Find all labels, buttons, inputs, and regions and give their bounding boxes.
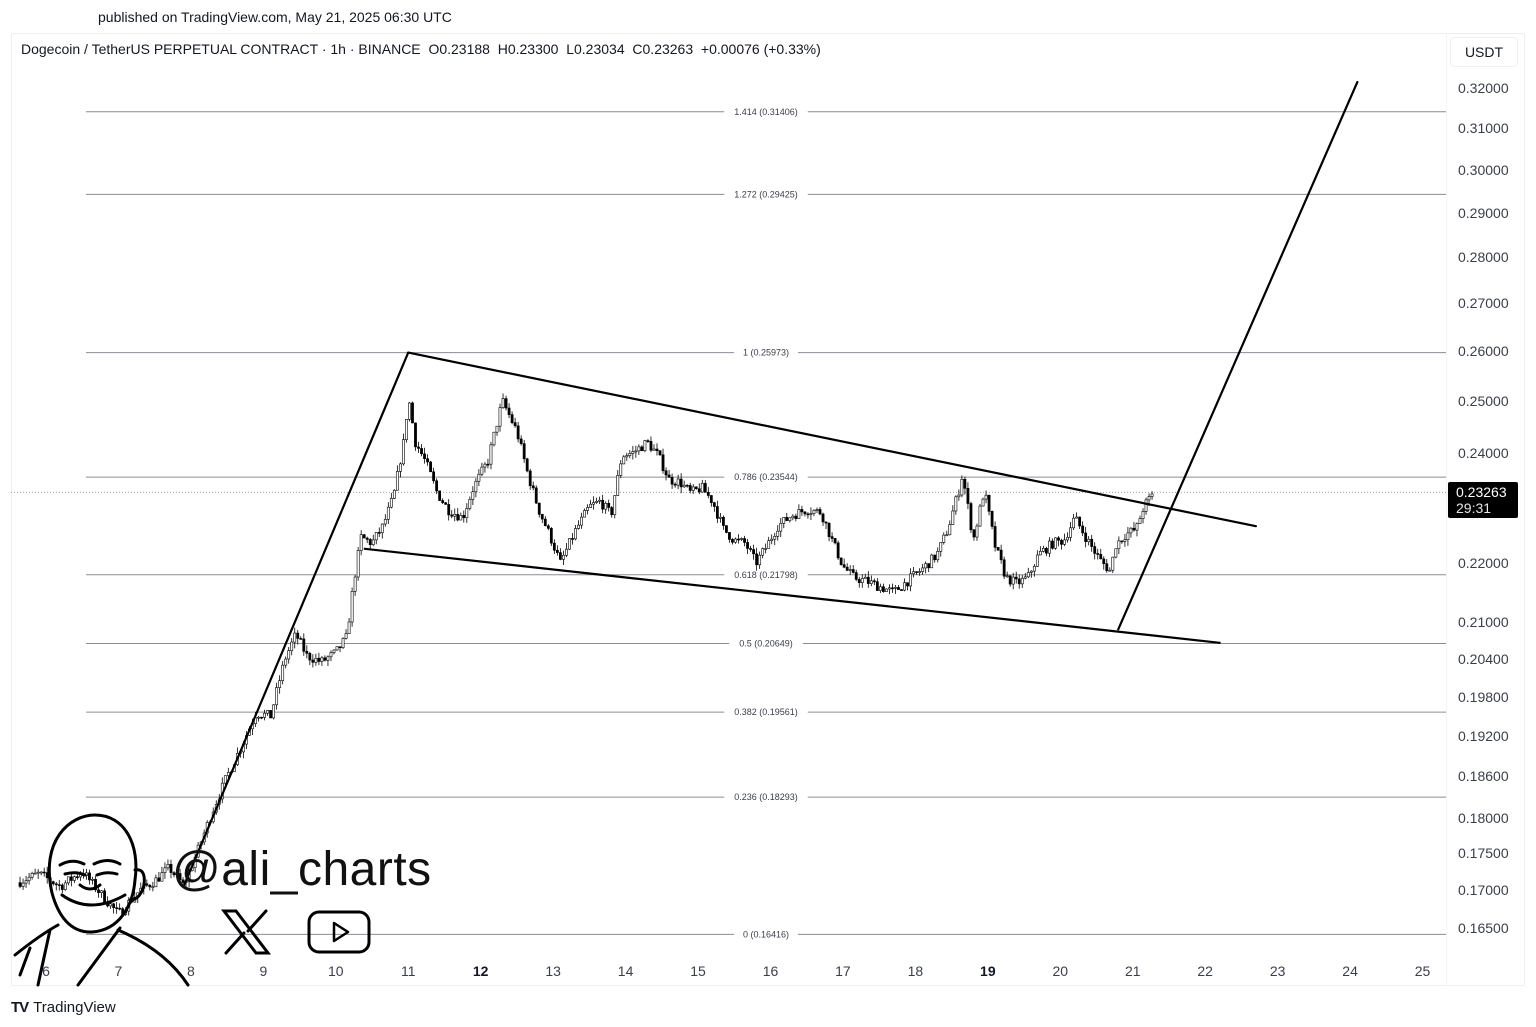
avatar-illustration — [13, 813, 190, 987]
time-tick: 14 — [617, 963, 634, 979]
ohlc-low: L0.23034 — [566, 41, 625, 57]
price-tick: 0.21000 — [1458, 614, 1509, 631]
time-tick: 17 — [835, 963, 851, 979]
fib-level-label: 0.236 (0.18293) — [734, 792, 798, 802]
price-tick: 0.18600 — [1458, 767, 1509, 784]
ohlc-change: +0.00076 (+0.33%) — [700, 41, 821, 57]
price-tick: 0.19200 — [1458, 727, 1509, 744]
time-tick: 6 — [42, 963, 50, 979]
ohlc-open: O0.23188 — [428, 41, 490, 57]
time-tick: 20 — [1052, 963, 1069, 979]
price-tick: 0.24000 — [1458, 444, 1509, 461]
last-price-value: 0.23263 — [1456, 484, 1507, 500]
time-tick: 10 — [328, 963, 344, 979]
fib-level-label: 1.414 (0.31406) — [734, 107, 798, 117]
price-tick: 0.27000 — [1458, 295, 1509, 312]
price-tick: 0.17500 — [1458, 845, 1509, 862]
fib-level-label: 0.786 (0.23544) — [734, 472, 798, 482]
price-tick: 0.26000 — [1458, 343, 1509, 360]
trendline-projection[interactable] — [1117, 80, 1359, 631]
time-tick: 16 — [762, 963, 779, 979]
tradingview-logo-icon: TV — [11, 999, 29, 1016]
price-tick: 0.25000 — [1458, 393, 1509, 410]
price-tick: 0.30000 — [1458, 161, 1509, 178]
time-tick: 23 — [1269, 963, 1286, 979]
symbol-legend: Dogecoin / TetherUS PERPETUAL CONTRACT ·… — [21, 41, 821, 57]
time-tick: 19 — [980, 963, 996, 979]
fib-level-label: 1 (0.25973) — [743, 348, 789, 358]
symbol-title: Dogecoin / TetherUS PERPETUAL CONTRACT ·… — [21, 41, 421, 57]
trendline-flag-lower[interactable] — [363, 547, 1221, 644]
price-tick: 0.32000 — [1458, 80, 1509, 96]
author-handle: @ali_charts — [172, 843, 432, 896]
time-tick: 18 — [907, 963, 924, 979]
time-tick: 9 — [259, 963, 268, 979]
time-tick: 22 — [1197, 963, 1213, 979]
ohlc-close: C0.23263 — [632, 41, 694, 57]
price-axis[interactable] — [1446, 33, 1527, 986]
time-tick: 8 — [186, 963, 195, 979]
fib-level-label: 0.618 (0.21798) — [734, 570, 798, 580]
time-tick: 24 — [1342, 963, 1358, 979]
bar-countdown: 29:31 — [1456, 500, 1492, 516]
price-tick: 0.20400 — [1458, 650, 1509, 667]
time-tick: 12 — [472, 963, 489, 979]
time-tick: 25 — [1414, 963, 1431, 979]
tradingview-brand[interactable]: TV TradingView — [11, 999, 116, 1016]
price-tick: 0.22000 — [1458, 555, 1509, 572]
trendline-flag-upper[interactable] — [407, 351, 1258, 528]
fib-level-label: 0.5 (0.20649) — [739, 638, 793, 648]
time-tick: 11 — [400, 963, 416, 979]
currency-button[interactable]: USDT — [1450, 37, 1518, 67]
published-note: published on TradingView.com, May 21, 20… — [98, 9, 452, 25]
price-tick: 0.28000 — [1458, 249, 1509, 266]
trendline-flagpole[interactable] — [182, 351, 410, 888]
fib-level-label: 0.382 (0.19561) — [734, 707, 798, 717]
time-tick: 13 — [545, 963, 561, 979]
time-tick: 21 — [1124, 963, 1141, 979]
price-tick: 0.19800 — [1458, 688, 1509, 705]
price-tick: 0.16500 — [1458, 919, 1509, 936]
price-tick: 0.17000 — [1458, 882, 1509, 899]
tradingview-wordmark: TradingView — [33, 999, 116, 1016]
chart-frame[interactable] — [11, 33, 1525, 986]
youtube-icon[interactable] — [307, 910, 371, 954]
price-tick: 0.29000 — [1458, 204, 1509, 221]
time-tick: 7 — [114, 963, 123, 979]
x-logo-icon[interactable] — [220, 908, 272, 956]
time-tick: 15 — [690, 963, 706, 979]
price-tick: 0.18000 — [1458, 809, 1509, 826]
price-tick: 0.31000 — [1458, 120, 1509, 137]
fib-level-label: 1.272 (0.29425) — [734, 189, 798, 199]
fib-level-label: 0 (0.16416) — [743, 929, 789, 939]
ohlc-high: H0.23300 — [497, 41, 559, 57]
last-price-label: 0.23263 29:31 — [1448, 482, 1518, 518]
